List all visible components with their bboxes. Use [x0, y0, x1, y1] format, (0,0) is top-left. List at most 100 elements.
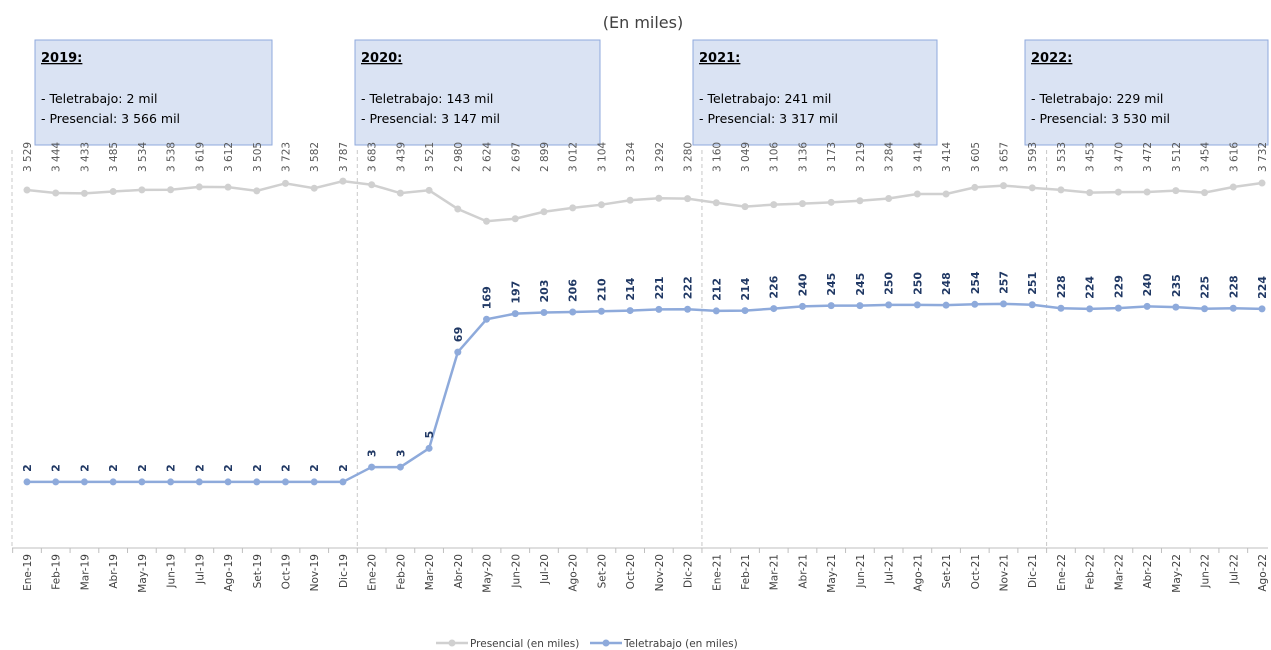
data-point [1028, 301, 1036, 309]
data-point [339, 478, 347, 486]
data-point [1172, 303, 1180, 311]
x-tick-label: Abr-21 [797, 554, 809, 589]
data-label: 3 284 [884, 142, 896, 172]
data-label: 3 414 [941, 142, 953, 172]
data-label: 3 049 [740, 142, 752, 172]
data-label: 3 582 [309, 142, 321, 172]
data-label: 226 [768, 275, 781, 298]
data-point [483, 217, 491, 225]
data-label: 2 [136, 464, 149, 472]
x-tick-label: Jul-22 [1228, 554, 1240, 585]
data-point [1172, 187, 1180, 195]
x-tick-label: Nov-20 [654, 554, 666, 591]
data-label: 210 [595, 278, 608, 301]
x-tick-label: Abr-20 [453, 554, 465, 589]
x-tick-label: Mar-19 [79, 554, 91, 590]
data-point [770, 201, 778, 209]
data-label: 3 612 [223, 142, 235, 172]
data-point [655, 194, 663, 202]
data-label: 2 [251, 464, 264, 472]
data-point [684, 195, 692, 203]
data-point [281, 478, 289, 486]
data-point [798, 302, 806, 310]
data-point [253, 478, 261, 486]
x-tick-label: May-22 [1171, 554, 1183, 593]
data-label: 3 012 [568, 142, 580, 172]
data-point [626, 307, 634, 315]
data-point [626, 196, 634, 204]
data-point [885, 301, 893, 309]
data-label: 2 [337, 464, 350, 472]
data-point [741, 203, 749, 211]
data-label: 228 [1227, 275, 1240, 298]
data-point [224, 478, 232, 486]
annotation-box [354, 39, 601, 146]
data-point [339, 177, 347, 185]
data-label: 229 [1112, 275, 1125, 298]
annotation-line: - Presencial: 3 147 mil [361, 111, 500, 126]
data-point [540, 208, 548, 216]
annotation-title: 2020: [361, 51, 402, 66]
x-tick-label: Ene-19 [22, 554, 34, 591]
x-tick-label: Jun-21 [855, 554, 867, 589]
data-label: 250 [911, 272, 924, 295]
x-tick-label: Jun-20 [510, 554, 522, 589]
data-point [1000, 182, 1008, 190]
data-label: 3 [394, 449, 407, 457]
x-tick-label: Ene-20 [367, 554, 379, 591]
data-point [597, 307, 605, 315]
data-point [425, 444, 433, 452]
data-label: 3 534 [137, 142, 149, 172]
data-point [454, 205, 462, 213]
annotation-title: 2019: [41, 51, 82, 66]
data-label: 3 106 [769, 142, 781, 172]
data-point [885, 194, 893, 202]
data-point [856, 302, 864, 310]
x-tick-label: Abr-19 [108, 554, 120, 589]
data-point [167, 186, 175, 194]
x-tick-label: Oct-19 [280, 554, 292, 589]
data-label: 3 173 [826, 142, 838, 172]
data-point [1028, 184, 1036, 192]
data-point [913, 301, 921, 309]
x-tick-label: Set-20 [596, 554, 608, 588]
x-tick-label: Ene-21 [711, 554, 723, 591]
legend-label: Presencial (en miles) [470, 638, 579, 650]
data-point [1229, 183, 1237, 191]
data-point [827, 302, 835, 310]
data-label: 2 899 [539, 142, 551, 172]
data-label: 3 485 [108, 142, 120, 172]
data-label: 2 [279, 464, 292, 472]
data-label: 3 472 [1142, 142, 1154, 172]
data-point [942, 301, 950, 309]
data-point [684, 305, 692, 313]
data-label: 169 [481, 286, 494, 309]
data-point [1143, 302, 1151, 310]
data-point [109, 188, 117, 196]
data-label: 251 [1026, 272, 1039, 295]
annotation-line: - Teletrabajo: 241 mil [699, 91, 831, 106]
data-label: 3 470 [1113, 142, 1125, 172]
x-tick-label: Nov-21 [999, 554, 1011, 591]
data-point [396, 189, 404, 197]
data-point [1258, 179, 1266, 187]
x-tick-label: Mar-21 [769, 554, 781, 590]
data-label: 212 [710, 278, 723, 301]
legend-label: Teletrabajo (en miles) [623, 638, 738, 650]
data-point [1114, 188, 1122, 196]
annotation-line: - Teletrabajo: 143 mil [361, 91, 493, 106]
legend-marker [602, 639, 610, 647]
x-tick-label: Feb-19 [51, 554, 63, 590]
annotation-box [34, 39, 273, 146]
annotation-line: - Presencial: 3 317 mil [699, 111, 838, 126]
annotation-line: - Presencial: 3 566 mil [41, 111, 180, 126]
data-label: 221 [653, 276, 666, 299]
x-tick-label: Feb-21 [740, 554, 752, 590]
x-tick-label: Ago-21 [912, 554, 924, 592]
data-point [511, 310, 519, 318]
data-point [540, 309, 548, 317]
data-label: 3 521 [424, 142, 436, 172]
data-point [1229, 304, 1237, 312]
data-label: 3 657 [999, 142, 1011, 172]
chart-subtitle: (En miles) [603, 13, 683, 32]
